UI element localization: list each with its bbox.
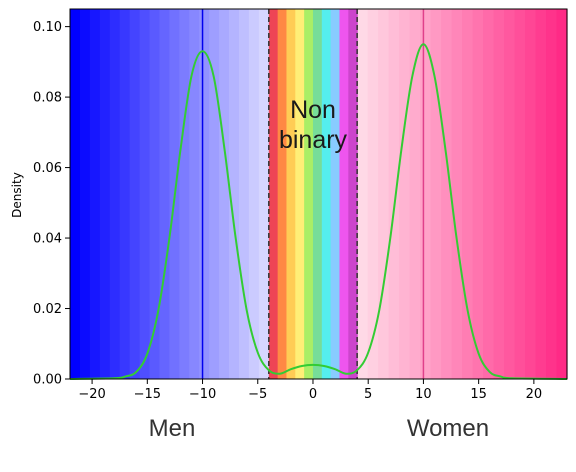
right-band — [504, 9, 516, 379]
right-band — [388, 9, 400, 379]
center-band — [268, 9, 279, 379]
left-band — [199, 9, 210, 379]
left-band — [99, 9, 111, 379]
left-band — [238, 9, 250, 379]
x-tick-label: −15 — [134, 387, 161, 402]
right-band — [367, 9, 379, 379]
center-band — [321, 9, 332, 379]
left-band — [179, 9, 190, 379]
left-band — [70, 9, 81, 379]
y-tick-label: 0.04 — [33, 232, 62, 247]
x-tick-label: −20 — [78, 387, 105, 402]
left-band — [129, 9, 141, 379]
left-band — [229, 9, 240, 379]
right-band — [556, 9, 568, 379]
left-band — [149, 9, 161, 379]
left-band — [258, 9, 270, 379]
background-bands — [70, 9, 568, 379]
right-band — [399, 9, 411, 379]
x-tick-label: −10 — [189, 387, 216, 402]
men-label: Men — [149, 415, 196, 442]
x-tick-label: 15 — [470, 387, 487, 402]
y-tick-label: 0.10 — [33, 20, 62, 35]
right-band — [525, 9, 537, 379]
y-tick-label: 0.08 — [33, 91, 62, 106]
right-band — [546, 9, 558, 379]
right-band — [483, 9, 495, 379]
x-tick-label: 10 — [415, 387, 432, 402]
density-curve-layer — [69, 43, 568, 380]
left-band — [189, 9, 200, 379]
y-tick-label: 0.00 — [33, 373, 62, 388]
y-axis-ticks: 0.00 0.02 0.04 0.06 0.08 0.10 — [33, 20, 70, 388]
vertical-lines — [201, 9, 425, 379]
center-annotation: Non binary — [279, 96, 348, 154]
y-tick-label: 0.02 — [33, 302, 62, 317]
center-band — [312, 9, 323, 379]
plot-frame — [69, 8, 568, 380]
right-band — [493, 9, 505, 379]
right-band — [535, 9, 547, 379]
center-band — [277, 9, 288, 379]
left-band — [219, 9, 230, 379]
center-band — [286, 9, 296, 379]
right-band — [430, 9, 442, 379]
left-band — [248, 9, 260, 379]
left-band — [139, 9, 151, 379]
right-band — [472, 9, 484, 379]
y-axis-label: Density — [10, 172, 24, 218]
left-band — [159, 9, 170, 379]
nonbinary-label-line2: binary — [279, 126, 348, 154]
center-band — [330, 9, 341, 379]
women-label: Women — [407, 415, 489, 442]
right-band — [378, 9, 390, 379]
right-band — [357, 9, 369, 379]
right-band — [409, 9, 421, 379]
x-tick-label: 0 — [309, 387, 317, 402]
right-band — [462, 9, 474, 379]
center-band — [348, 9, 358, 379]
left-band — [119, 9, 131, 379]
density-curve — [69, 43, 568, 380]
center-band — [304, 9, 314, 379]
x-axis-ticks: −20 −15 −10 −5 0 5 10 15 20 — [78, 379, 542, 402]
y-tick-label: 0.06 — [33, 161, 62, 176]
center-band — [339, 9, 349, 379]
x-tick-label: 5 — [364, 387, 372, 402]
right-band — [514, 9, 526, 379]
left-band — [89, 9, 101, 379]
right-band — [441, 9, 453, 379]
left-band — [109, 9, 121, 379]
left-band — [209, 9, 220, 379]
right-band — [451, 9, 463, 379]
left-band — [79, 9, 91, 379]
nonbinary-label-line1: Non — [290, 96, 336, 124]
x-tick-label: −5 — [248, 387, 267, 402]
center-band — [295, 9, 305, 379]
x-tick-label: 20 — [526, 387, 543, 402]
right-band — [420, 9, 432, 379]
